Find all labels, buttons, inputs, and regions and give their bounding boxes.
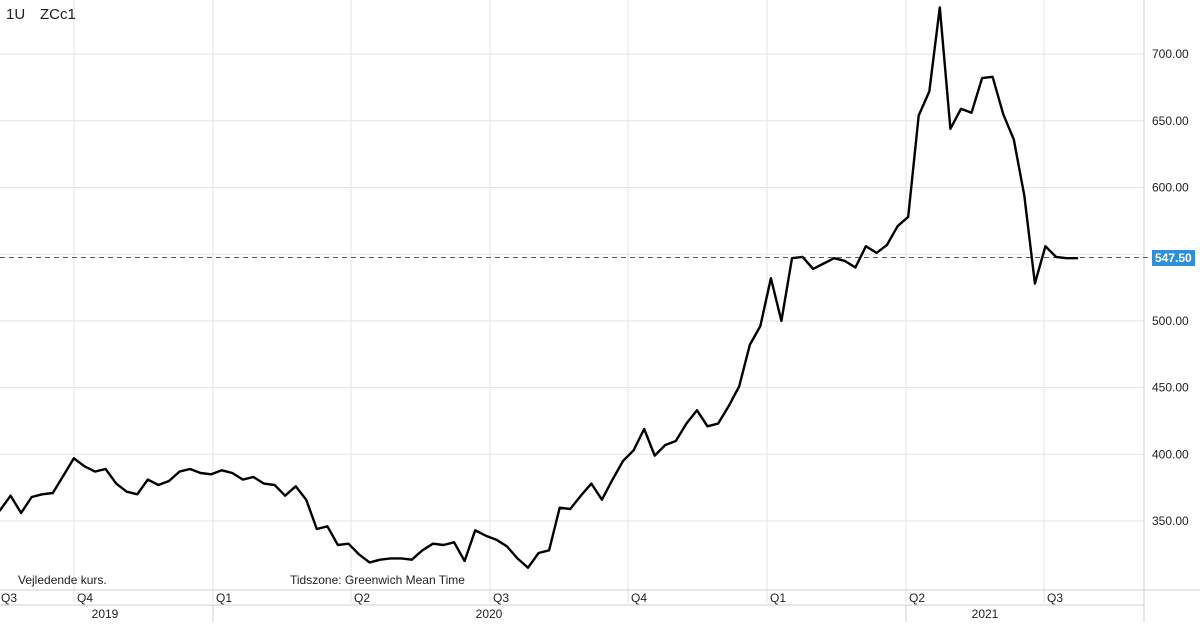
quarter-tick-label: Q2 bbox=[909, 591, 925, 605]
y-tick-label: 700.00 bbox=[1152, 47, 1189, 61]
quarter-tick-label: Q3 bbox=[493, 591, 509, 605]
y-tick-label: 450.00 bbox=[1152, 381, 1189, 395]
price-series-line bbox=[0, 6, 1079, 569]
symbol-label[interactable]: ZCc1 bbox=[40, 6, 76, 23]
quarter-tick-label: Q3 bbox=[1, 591, 17, 605]
year-label: 2020 bbox=[476, 607, 503, 621]
year-label: 2021 bbox=[972, 607, 999, 621]
y-tick-label: 500.00 bbox=[1152, 314, 1189, 328]
interval-label[interactable]: 1U bbox=[6, 6, 26, 23]
quarter-tick-label: Q1 bbox=[770, 591, 786, 605]
quarter-tick-label: Q4 bbox=[77, 591, 93, 605]
year-label: 2019 bbox=[92, 607, 119, 621]
current-price-badge: 547.50 bbox=[1152, 249, 1195, 266]
quarter-tick-label: Q2 bbox=[354, 591, 370, 605]
quarter-tick-label: Q1 bbox=[216, 591, 232, 605]
quarter-tick-label: Q3 bbox=[1047, 591, 1063, 605]
y-tick-label: 600.00 bbox=[1152, 181, 1189, 195]
indicative-price-note: Vejledende kurs. bbox=[18, 573, 107, 587]
quarter-tick-label: Q4 bbox=[631, 591, 647, 605]
y-tick-label: 400.00 bbox=[1152, 447, 1189, 461]
y-tick-label: 350.00 bbox=[1152, 514, 1189, 528]
timezone-note: Tidszone: Greenwich Mean Time bbox=[290, 573, 465, 587]
y-tick-label: 650.00 bbox=[1152, 114, 1189, 128]
